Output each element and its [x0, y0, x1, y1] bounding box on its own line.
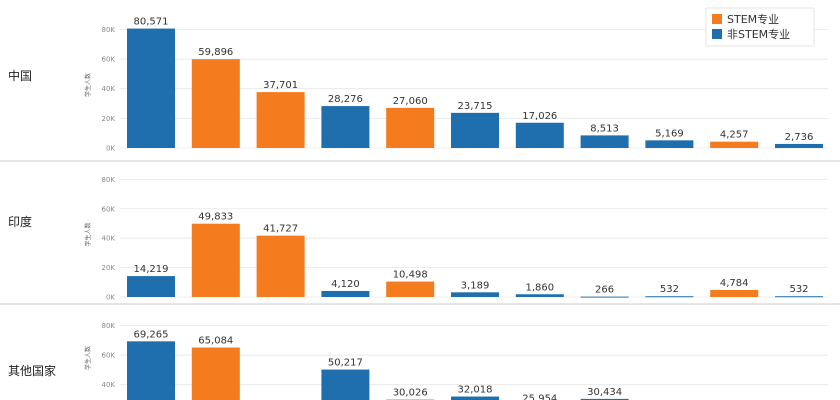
bar-value-label: 23,715 — [458, 101, 493, 112]
bar — [321, 369, 370, 400]
bar — [386, 107, 435, 148]
bar-value-label: 14,219 — [134, 264, 169, 275]
bar-value-label: 17,026 — [522, 111, 557, 122]
bar-value-label: 4,257 — [720, 130, 749, 141]
y-tick-label: 60K — [102, 56, 116, 64]
bar — [710, 141, 759, 148]
bar — [515, 294, 564, 297]
bar-value-label: 8,513 — [590, 123, 619, 134]
bar-value-label: 30,026 — [393, 387, 428, 398]
bar — [127, 276, 175, 297]
legend-swatch — [712, 29, 722, 39]
y-tick-label: 80K — [102, 26, 116, 34]
bar-value-label: 30,434 — [587, 387, 622, 398]
y-tick-label: 60K — [102, 352, 116, 360]
bar — [386, 281, 435, 297]
bar-value-label: 59,896 — [198, 47, 233, 58]
bar-value-label: 10,498 — [393, 270, 428, 281]
bar-value-label: 532 — [660, 284, 679, 295]
bar-value-label: 25,954 — [522, 394, 557, 400]
bar-value-label: 65,084 — [198, 336, 233, 347]
bar — [775, 143, 823, 148]
y-tick-label: 40K — [102, 85, 116, 93]
bar — [256, 235, 305, 297]
bar-value-label: 27,060 — [393, 96, 428, 107]
bar-value-label: 69,265 — [134, 329, 169, 340]
bar — [580, 398, 629, 400]
y-tick-label: 60K — [102, 205, 116, 213]
bar-value-label: 32,018 — [458, 385, 493, 396]
bar — [515, 122, 564, 148]
panel-country-label: 其他国家 — [8, 363, 56, 378]
y-tick-label: 20K — [102, 115, 116, 123]
y-axis-label: 学生人数 — [84, 346, 92, 370]
legend-box — [705, 7, 815, 47]
bar — [580, 296, 629, 298]
y-tick-label: 40K — [102, 235, 116, 243]
y-tick-label: 40K — [102, 381, 116, 389]
legend-swatch — [712, 14, 722, 24]
bar-value-label: 266 — [595, 285, 614, 296]
bar-value-label: 49,833 — [198, 212, 233, 223]
bar — [127, 28, 175, 149]
bar — [451, 292, 499, 297]
y-tick-label: 0K — [106, 145, 115, 153]
y-axis-label: 学生人数 — [84, 222, 92, 246]
bar — [191, 59, 240, 148]
y-tick-label: 20K — [102, 264, 116, 272]
bar — [127, 341, 175, 400]
panel-country-label: 印度 — [8, 214, 32, 229]
bar-value-label: 80,571 — [134, 17, 169, 28]
bar — [191, 347, 240, 400]
bar-value-label: 3,189 — [461, 280, 490, 291]
bar — [775, 296, 823, 298]
y-tick-label: 80K — [102, 322, 116, 330]
bar-value-label: 28,276 — [328, 94, 363, 105]
bar-value-label: 4,120 — [331, 279, 360, 290]
y-tick-label: 80K — [102, 176, 116, 184]
bar-value-label: 50,217 — [328, 358, 363, 369]
bar — [645, 296, 694, 298]
bar — [321, 290, 370, 297]
bar-value-label: 37,701 — [263, 80, 298, 91]
bar — [580, 135, 629, 148]
y-tick-label: 0K — [106, 294, 115, 302]
legend-label: STEM专业 — [727, 12, 779, 26]
bar-value-label: 5,169 — [655, 128, 684, 139]
bar — [645, 140, 694, 148]
bar — [256, 92, 305, 148]
bar-value-label: 41,727 — [263, 224, 298, 235]
bar — [710, 289, 759, 297]
bar — [451, 396, 499, 400]
panel-country-label: 中国 — [8, 68, 32, 83]
bar — [321, 106, 370, 148]
bar-value-label: 2,736 — [785, 132, 814, 143]
bar — [191, 223, 240, 297]
y-axis-label: 学生人数 — [84, 73, 92, 97]
bar — [451, 112, 499, 148]
legend-label: 非STEM专业 — [727, 27, 790, 41]
bar-value-label: 4,784 — [720, 278, 749, 289]
bar-value-label: 532 — [789, 284, 808, 295]
bar-value-label: 1,860 — [525, 282, 554, 293]
